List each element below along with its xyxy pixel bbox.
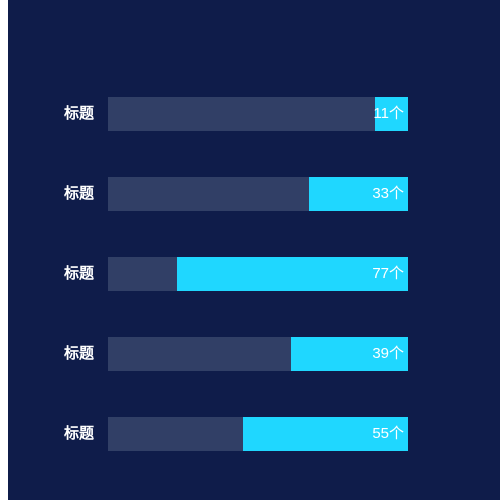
data-label: 77个 [372,265,404,282]
category-label: 标题 [63,345,94,362]
data-label: 39个 [372,345,404,362]
bar [177,257,408,291]
bar [291,337,408,371]
category-label: 标题 [63,185,94,202]
bar-track: 77个 [108,257,408,291]
data-label: 33个 [372,185,404,202]
category-label: 标题 [63,105,94,122]
bar [309,177,408,211]
chart-panel [8,0,500,500]
bar [375,97,408,131]
bar-track: 11个 [108,97,408,131]
bar-track: 39个 [108,337,408,371]
bar [243,417,408,451]
category-label: 标题 [63,425,94,442]
data-label: 11个 [373,105,404,122]
bar-track: 33个 [108,177,408,211]
data-label: 55个 [372,425,404,442]
category-label: 标题 [63,265,94,282]
bar-track: 55个 [108,417,408,451]
